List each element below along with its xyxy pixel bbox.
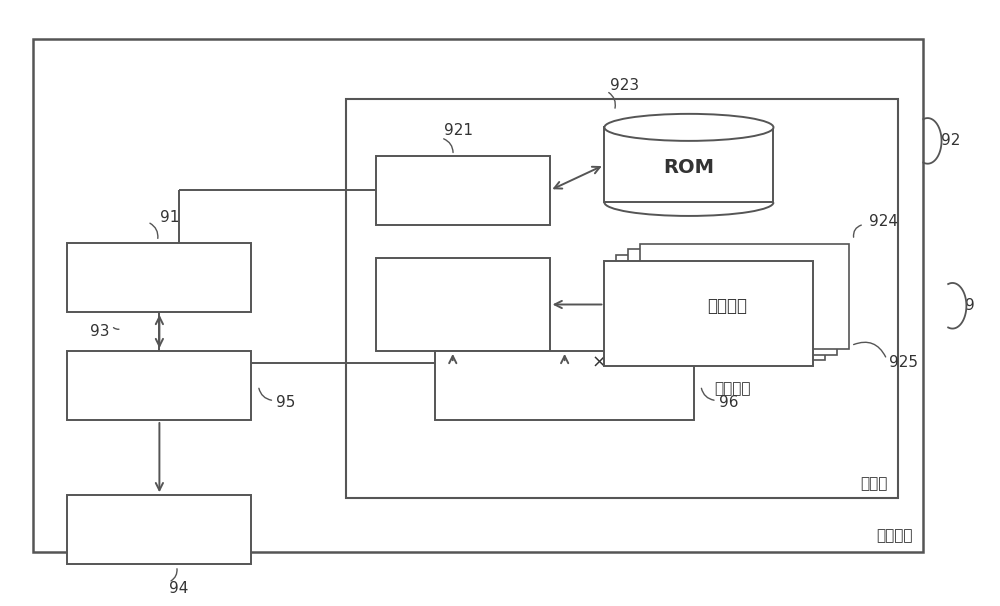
FancyBboxPatch shape <box>604 261 813 366</box>
Text: I/O接口: I/O接口 <box>138 376 181 395</box>
Text: 91: 91 <box>160 210 179 225</box>
Text: 外部设备: 外部设备 <box>139 521 179 539</box>
Text: 高速缓存: 高速缓存 <box>443 287 483 304</box>
FancyBboxPatch shape <box>435 351 694 420</box>
Text: 92: 92 <box>941 133 960 148</box>
Text: 网络适配器: 网络适配器 <box>540 376 590 395</box>
FancyBboxPatch shape <box>604 127 773 202</box>
Text: 9: 9 <box>965 298 975 313</box>
FancyBboxPatch shape <box>67 495 251 564</box>
Text: 924: 924 <box>869 214 898 229</box>
Text: 925: 925 <box>889 355 918 370</box>
Text: 程序模块: 程序模块 <box>707 298 747 315</box>
FancyBboxPatch shape <box>640 244 849 349</box>
Text: 921: 921 <box>444 123 473 138</box>
Text: 95: 95 <box>276 395 296 410</box>
Text: 922: 922 <box>489 366 518 381</box>
Text: 程序工具: 程序工具 <box>714 381 751 396</box>
Text: ROM: ROM <box>663 158 714 178</box>
FancyBboxPatch shape <box>67 243 251 312</box>
Text: 94: 94 <box>169 581 188 596</box>
Text: 电子设备: 电子设备 <box>876 528 913 543</box>
Text: 923: 923 <box>610 78 639 93</box>
Ellipse shape <box>604 114 773 141</box>
Text: 96: 96 <box>719 395 738 410</box>
FancyBboxPatch shape <box>376 258 550 351</box>
Text: RAM: RAM <box>438 181 487 200</box>
Text: 存储器: 存储器 <box>860 476 888 491</box>
FancyBboxPatch shape <box>628 250 837 355</box>
Text: 存储器: 存储器 <box>448 304 478 322</box>
Text: ×: × <box>592 354 607 372</box>
FancyBboxPatch shape <box>616 255 825 361</box>
FancyBboxPatch shape <box>67 351 251 420</box>
Text: 93: 93 <box>90 324 110 339</box>
Text: 处理器: 处理器 <box>144 268 174 287</box>
FancyBboxPatch shape <box>376 156 550 225</box>
